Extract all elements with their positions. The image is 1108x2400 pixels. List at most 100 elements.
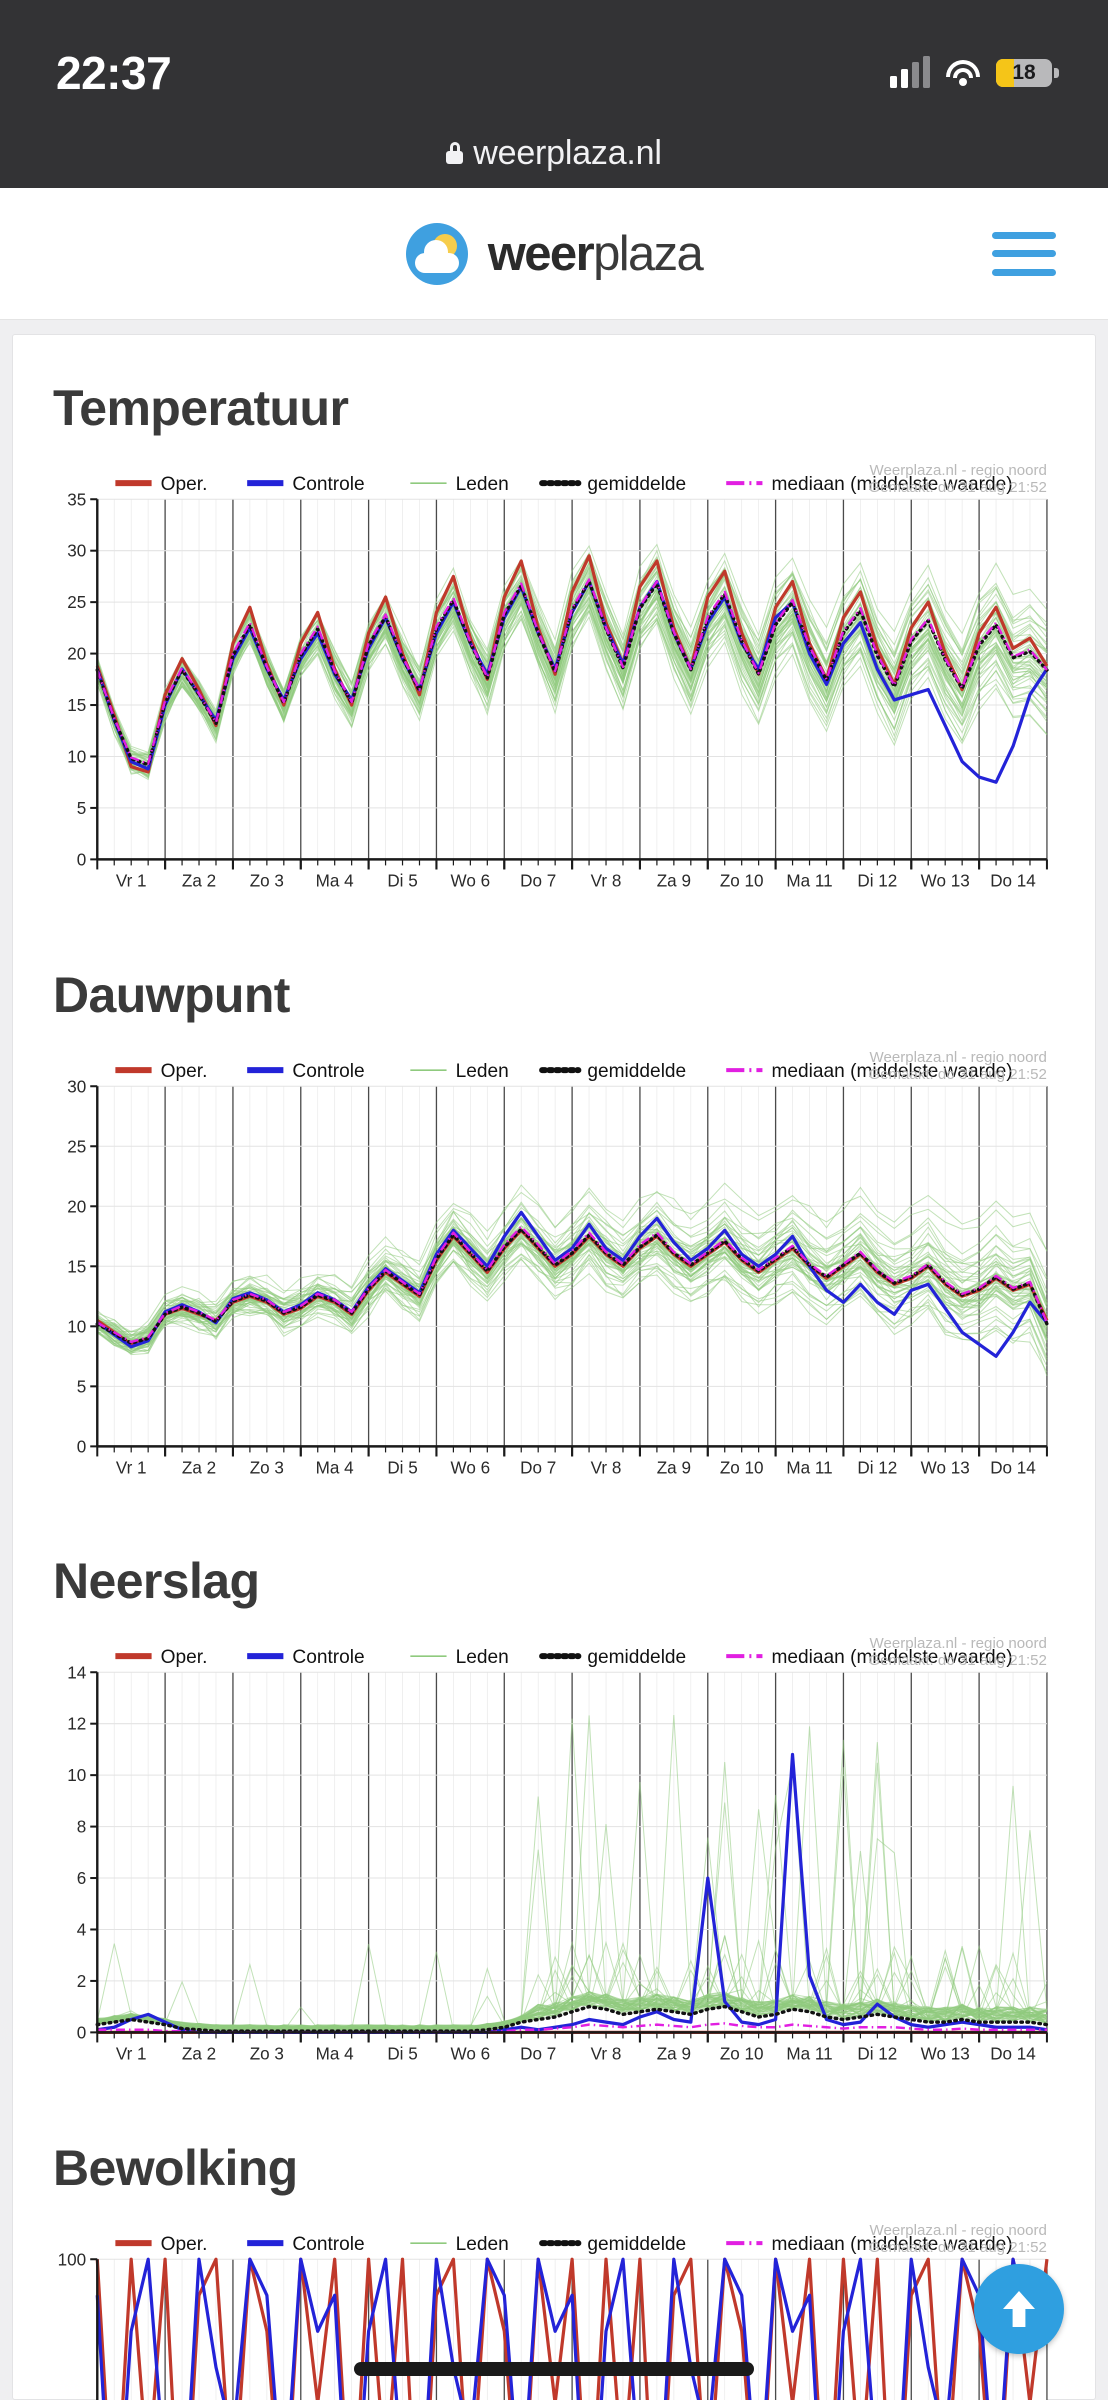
svg-text:Ma 4: Ma 4 <box>316 872 354 891</box>
battery-icon: 18 <box>996 59 1059 87</box>
svg-text:20: 20 <box>67 645 86 664</box>
svg-text:12: 12 <box>67 1715 86 1734</box>
browser-chrome: 22:37 18 weerplaza.nl <box>0 0 1108 188</box>
svg-text:Vr 1: Vr 1 <box>116 2045 147 2064</box>
status-clock: 22:37 <box>56 47 172 99</box>
svg-text:Weerplaza.nl - regio noord: Weerplaza.nl - regio noord <box>870 1049 1047 1066</box>
svg-text:mediaan (middelste waarde): mediaan (middelste waarde) <box>771 474 1012 495</box>
svg-text:Za 9: Za 9 <box>657 1458 691 1477</box>
chart-temperatuur[interactable]: 0 5 10 15 20 25 30 35 Vr 1 Za 2 Zo 3 Ma 4 Di 5 Wo 6 Do… <box>51 459 1057 902</box>
svg-text:Za 2: Za 2 <box>182 1458 216 1477</box>
svg-text:Di 5: Di 5 <box>387 2045 417 2064</box>
lock-icon <box>446 142 464 164</box>
svg-text:Ma 4: Ma 4 <box>316 2045 354 2064</box>
svg-text:Di 12: Di 12 <box>857 2045 897 2064</box>
svg-text:Weerplaza.nl - regio noord: Weerplaza.nl - regio noord <box>870 2222 1047 2239</box>
svg-text:14: 14 <box>67 1664 86 1683</box>
chart-neerslag[interactable]: 0 2 4 6 8 10 12 14 Vr 1 Za 2 Zo 3 Ma 4 Di 5 Wo 6 Do 7 V… <box>51 1632 1057 2075</box>
svg-text:Oper.: Oper. <box>161 474 208 495</box>
svg-text:100: 100 <box>58 2250 87 2269</box>
svg-text:Di 12: Di 12 <box>857 872 897 891</box>
svg-text:Leden: Leden <box>456 2234 509 2255</box>
svg-text:Controle: Controle <box>292 474 364 495</box>
svg-text:25: 25 <box>67 1137 86 1156</box>
hamburger-menu-icon[interactable] <box>992 231 1056 276</box>
chart-bewolking[interactable]: 0100Vr 1Za 2Zo 3Ma 4Di 5Wo 6Do 7Vr 8Za 9… <box>51 2219 1057 2400</box>
section-title-bewolking: Bewolking <box>53 2139 298 2196</box>
svg-text:Za 9: Za 9 <box>657 2045 691 2064</box>
svg-text:0: 0 <box>77 1437 87 1456</box>
svg-text:mediaan (middelste waarde): mediaan (middelste waarde) <box>771 1061 1012 1082</box>
home-indicator <box>354 2362 754 2376</box>
svg-text:15: 15 <box>67 1257 86 1276</box>
svg-text:35: 35 <box>67 490 86 509</box>
svg-text:mediaan (middelste waarde): mediaan (middelste waarde) <box>771 2234 1012 2255</box>
svg-text:Do 7: Do 7 <box>520 1458 556 1477</box>
svg-text:25: 25 <box>67 593 86 612</box>
logo-wordmark: weerplaza <box>488 226 704 282</box>
svg-text:Vr 1: Vr 1 <box>116 872 147 891</box>
logo-text-light: plaza <box>593 226 704 281</box>
svg-text:Do 7: Do 7 <box>520 2045 556 2064</box>
svg-text:gemiddelde: gemiddelde <box>587 2234 686 2255</box>
svg-text:Vr 1: Vr 1 <box>116 1458 147 1477</box>
svg-text:gemiddelde: gemiddelde <box>587 474 686 495</box>
svg-text:Oper.: Oper. <box>161 1647 208 1668</box>
svg-text:2: 2 <box>77 1972 87 1991</box>
svg-text:Vr 8: Vr 8 <box>591 2045 622 2064</box>
svg-text:30: 30 <box>67 1077 86 1096</box>
svg-text:Zo 10: Zo 10 <box>720 1458 764 1477</box>
svg-text:Zo 3: Zo 3 <box>250 872 284 891</box>
svg-text:Za 2: Za 2 <box>182 872 216 891</box>
scroll-to-top-button[interactable] <box>974 2264 1064 2354</box>
svg-text:Za 9: Za 9 <box>657 872 691 891</box>
svg-text:Wo 13: Wo 13 <box>921 2045 970 2064</box>
svg-text:Controle: Controle <box>292 2234 364 2255</box>
svg-text:Weerplaza.nl - regio noord: Weerplaza.nl - regio noord <box>870 462 1047 479</box>
url-text: weerplaza.nl <box>473 133 662 172</box>
forecast-card: Temperatuur 0 5 10 15 20 25 30 35 Vr 1 Za 2 Zo 3 Ma… <box>12 334 1096 2400</box>
svg-text:Do 14: Do 14 <box>990 872 1036 891</box>
svg-text:Do 14: Do 14 <box>990 1458 1036 1477</box>
svg-text:Leden: Leden <box>456 474 509 495</box>
status-bar: 22:37 18 <box>0 0 1108 118</box>
svg-text:Ma 11: Ma 11 <box>786 872 832 891</box>
svg-text:gemiddelde: gemiddelde <box>587 1647 686 1668</box>
svg-text:Leden: Leden <box>456 1647 509 1668</box>
svg-text:Di 5: Di 5 <box>387 1458 417 1477</box>
svg-text:10: 10 <box>67 748 86 767</box>
status-indicators: 18 <box>890 56 1059 88</box>
svg-text:Gemaakt: do 31 aug 21:52: Gemaakt: do 31 aug 21:52 <box>868 479 1047 496</box>
svg-text:0: 0 <box>77 2024 87 2043</box>
svg-text:30: 30 <box>67 542 86 561</box>
arrow-up-icon <box>1003 2291 1035 2327</box>
svg-text:Vr 8: Vr 8 <box>591 872 622 891</box>
battery-level: 18 <box>1012 61 1036 84</box>
svg-text:Wo 6: Wo 6 <box>451 2045 491 2064</box>
svg-text:4: 4 <box>77 1921 87 1940</box>
svg-text:Weerplaza.nl - regio noord: Weerplaza.nl - regio noord <box>870 1635 1047 1652</box>
svg-text:Zo 3: Zo 3 <box>250 1458 284 1477</box>
address-bar[interactable]: weerplaza.nl <box>0 118 1108 188</box>
svg-text:Ma 11: Ma 11 <box>786 1458 832 1477</box>
svg-text:Leden: Leden <box>456 1061 509 1082</box>
svg-text:Wo 13: Wo 13 <box>921 872 970 891</box>
svg-text:Ma 4: Ma 4 <box>316 1458 354 1477</box>
svg-text:6: 6 <box>77 1869 87 1888</box>
svg-text:Do 7: Do 7 <box>520 872 556 891</box>
svg-text:0: 0 <box>77 850 87 869</box>
svg-text:Controle: Controle <box>292 1647 364 1668</box>
svg-text:Gemaakt: do 31 aug 21:52: Gemaakt: do 31 aug 21:52 <box>868 1652 1047 1669</box>
svg-text:gemiddelde: gemiddelde <box>587 1061 686 1082</box>
svg-text:Wo 6: Wo 6 <box>451 872 491 891</box>
svg-text:Zo 10: Zo 10 <box>720 872 764 891</box>
svg-text:Do 14: Do 14 <box>990 2045 1036 2064</box>
wifi-icon <box>946 60 980 86</box>
svg-text:Zo 3: Zo 3 <box>250 2045 284 2064</box>
svg-text:Za 2: Za 2 <box>182 2045 216 2064</box>
section-title-dauwpunt: Dauwpunt <box>53 966 290 1023</box>
section-title-neerslag: Neerslag <box>53 1553 260 1610</box>
chart-dauwpunt[interactable]: 0 5 10 15 20 25 30 Vr 1 Za 2 Zo 3 Ma 4 Di 5 Wo 6 Do 7… <box>51 1046 1057 1489</box>
page-content[interactable]: Temperatuur 0 5 10 15 20 25 30 35 Vr 1 Za 2 Zo 3 Ma… <box>0 320 1108 2400</box>
weerplaza-logo[interactable]: weerplaza <box>405 222 704 285</box>
